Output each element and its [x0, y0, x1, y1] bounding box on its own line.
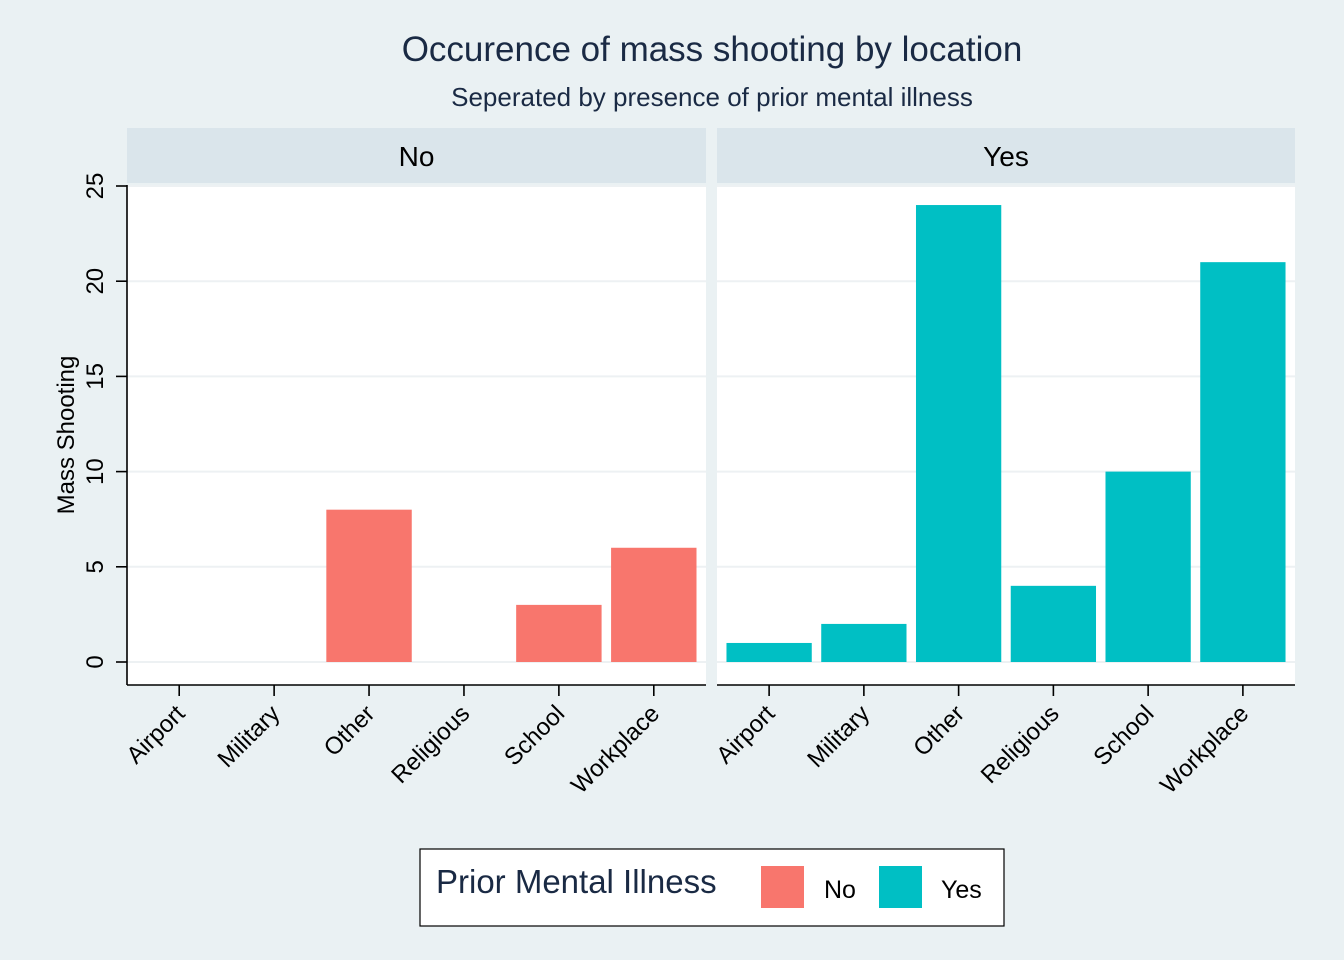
legend: Prior Mental Illness No Yes [419, 848, 1005, 927]
y-tick-label-5: 5 [82, 560, 109, 573]
legend-swatch-no [761, 866, 804, 908]
y-tick-label-10: 10 [82, 458, 109, 485]
x-tick-label-yes-airport: Airport [711, 700, 780, 769]
facet-strip-yes [717, 128, 1295, 183]
x-tick-label-yes-religious: Religious [976, 700, 1065, 789]
y-tick-label-20: 20 [82, 268, 109, 295]
x-tick-label-no-military: Military [213, 700, 286, 773]
legend-swatch-yes [879, 866, 922, 908]
facet-strip-no [127, 128, 706, 183]
panel-bg-yes [717, 185, 1295, 685]
y-axis-title: Mass Shooting [53, 356, 80, 515]
y-tick-label-15: 15 [82, 363, 109, 390]
x-tick-label-yes-other: Other [908, 700, 970, 762]
y-tick-label-0: 0 [82, 655, 109, 668]
x-tick-label-yes-school: School [1088, 700, 1159, 771]
bar-no-school [516, 604, 602, 662]
bar-yes-other [915, 205, 1002, 663]
bar-yes-workplace [1200, 262, 1286, 662]
bar-yes-airport [726, 642, 812, 662]
x-tick-label-yes-workplace: Workplace [1155, 700, 1254, 799]
legend-title: Prior Mental Illness [436, 863, 717, 900]
x-tick-label-no-religious: Religious [386, 700, 475, 789]
x-tick-label-no-school: School [499, 700, 570, 771]
panel-bg-no [127, 185, 706, 685]
bar-yes-military [821, 623, 907, 662]
chart-subtitle: Seperated by presence of prior mental il… [451, 82, 973, 112]
bar-yes-religious [1010, 585, 1097, 662]
x-tick-label-no-other: Other [319, 700, 381, 762]
x-tick-label-yes-military: Military [802, 700, 875, 773]
facet-label-no: No [399, 141, 435, 172]
x-tick-label-no-workplace: Workplace [566, 700, 665, 799]
legend-label-no: No [824, 876, 856, 904]
facet-label-yes: Yes [983, 141, 1029, 172]
bar-yes-school [1105, 471, 1191, 662]
bar-no-workplace [611, 547, 697, 662]
legend-label-yes: Yes [941, 876, 982, 904]
x-tick-label-no-airport: Airport [121, 700, 190, 769]
chart-title: Occurence of mass shooting by location [402, 30, 1023, 69]
y-tick-label-25: 25 [82, 173, 109, 200]
bar-no-other [326, 509, 412, 662]
